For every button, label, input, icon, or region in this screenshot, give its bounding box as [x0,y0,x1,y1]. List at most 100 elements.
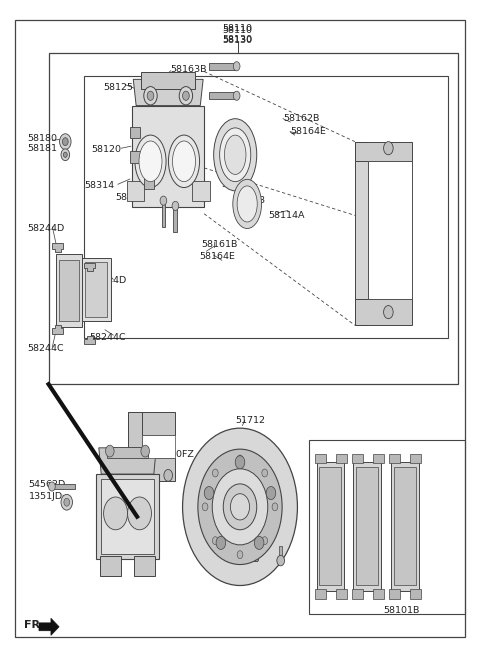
Circle shape [216,536,226,549]
Polygon shape [351,589,363,599]
Text: 51755: 51755 [128,427,157,436]
Text: FR.: FR. [24,620,44,630]
Circle shape [213,537,218,545]
Circle shape [160,196,167,205]
Polygon shape [356,467,378,585]
Circle shape [144,87,157,105]
Circle shape [62,138,68,146]
Polygon shape [84,263,95,271]
Polygon shape [315,589,326,599]
Circle shape [202,503,208,510]
Polygon shape [59,260,79,321]
Text: 58163B: 58163B [116,193,152,202]
Polygon shape [315,454,326,463]
Text: 51756: 51756 [128,417,157,426]
Circle shape [63,152,67,158]
Circle shape [61,149,70,161]
Circle shape [254,536,264,549]
Polygon shape [336,589,347,599]
Circle shape [262,537,267,545]
Circle shape [212,469,268,545]
Text: 58244C: 58244C [27,344,64,353]
Polygon shape [100,556,121,576]
Text: 1351JD: 1351JD [28,492,62,501]
Circle shape [204,486,214,499]
Circle shape [141,445,150,457]
Circle shape [277,555,285,566]
Text: 58114A: 58114A [269,211,305,219]
Circle shape [140,484,149,497]
Circle shape [182,428,298,585]
Text: 51712: 51712 [235,416,265,425]
Polygon shape [209,63,235,70]
Ellipse shape [135,135,166,187]
Text: 1220FS: 1220FS [225,555,260,564]
Text: 58180: 58180 [27,134,57,143]
Polygon shape [130,151,141,163]
Polygon shape [410,454,421,463]
Ellipse shape [225,135,246,174]
Text: 58244D: 58244D [27,223,64,233]
Polygon shape [209,93,235,99]
Polygon shape [394,467,416,585]
Polygon shape [372,589,384,599]
Circle shape [172,201,179,210]
Polygon shape [130,127,141,139]
Polygon shape [351,454,363,463]
Circle shape [233,62,240,71]
Text: 58112: 58112 [221,180,251,189]
Text: 58130: 58130 [223,35,252,45]
Polygon shape [317,462,344,591]
Circle shape [61,494,72,510]
Polygon shape [52,243,63,252]
Circle shape [104,497,128,530]
Polygon shape [96,474,158,559]
Text: 58181: 58181 [27,144,57,152]
Circle shape [106,445,114,457]
Circle shape [147,91,154,101]
Ellipse shape [220,128,251,181]
Circle shape [128,497,152,530]
Circle shape [262,469,267,477]
Circle shape [272,503,278,510]
Bar [48,53,458,384]
Polygon shape [133,79,203,106]
Polygon shape [355,299,412,325]
Polygon shape [39,618,59,635]
Polygon shape [107,447,148,458]
Polygon shape [52,325,63,334]
Circle shape [384,142,393,155]
Ellipse shape [172,141,195,181]
Polygon shape [336,454,347,463]
Polygon shape [85,262,108,317]
Polygon shape [355,142,412,162]
Circle shape [233,91,240,101]
Text: 58101B: 58101B [384,606,420,615]
Text: 58130: 58130 [223,35,252,44]
Circle shape [179,87,192,105]
Text: 58314: 58314 [84,181,115,190]
Polygon shape [52,484,75,489]
Circle shape [235,456,245,469]
Text: 58120: 58120 [92,145,121,154]
Circle shape [182,91,189,101]
Text: 58110: 58110 [223,26,252,35]
Polygon shape [320,467,341,585]
Text: 58164E: 58164E [290,127,326,136]
Polygon shape [192,181,210,200]
Text: 58161B: 58161B [202,240,238,249]
Bar [310,440,465,614]
Polygon shape [132,481,156,503]
Polygon shape [56,254,82,327]
Polygon shape [132,106,204,207]
Polygon shape [99,448,156,474]
Text: 58163B: 58163B [170,65,207,74]
Polygon shape [368,162,412,299]
Polygon shape [391,462,419,591]
Text: 1140FZ: 1140FZ [158,450,194,459]
Circle shape [237,551,243,558]
Text: 58162B: 58162B [283,114,320,124]
Polygon shape [128,412,175,435]
Ellipse shape [237,186,257,222]
Circle shape [198,449,282,564]
